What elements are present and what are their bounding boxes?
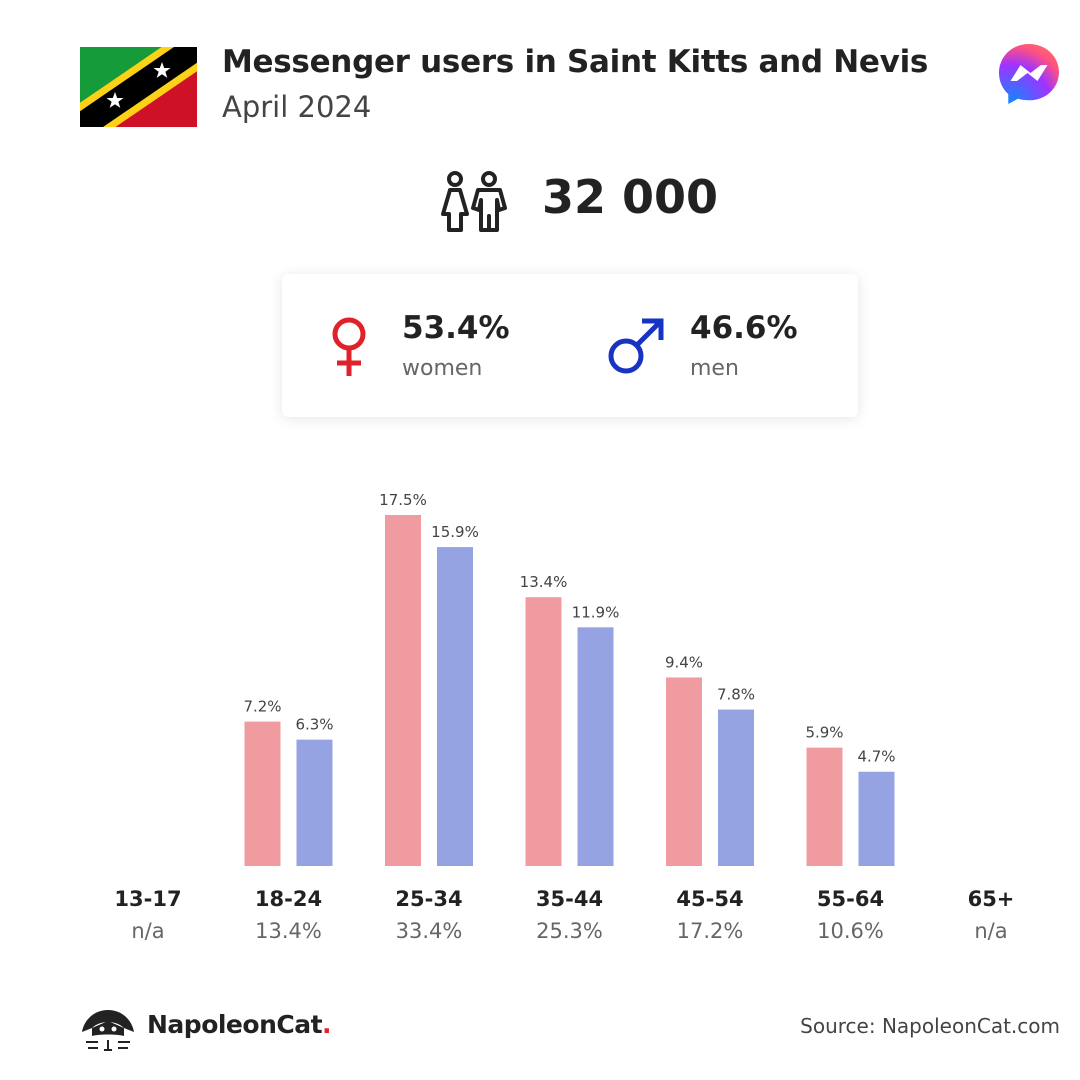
bar-label-women-55-64: 5.9% [805, 724, 843, 742]
age-group-label: 35-44 [536, 887, 603, 911]
age-group-total: n/a [131, 919, 164, 943]
gender-split-card: 53.4% women 46.6% men [282, 274, 858, 417]
bar-label-women-25-34: 17.5% [379, 491, 427, 509]
age-group-total: 10.6% [817, 919, 884, 943]
napoleoncat-logo-icon [82, 1010, 134, 1051]
brand-dot: . [322, 1010, 332, 1039]
male-icon [608, 318, 664, 374]
bar-men-18-24 [296, 739, 333, 866]
age-group-label: 65+ [968, 887, 1015, 911]
age-group-label: 25-34 [395, 887, 462, 911]
bar-label-women-45-54: 9.4% [665, 653, 703, 671]
total-users-value: 32 000 [542, 170, 719, 224]
bar-women-45-54 [666, 677, 702, 866]
bar-label-women-18-24: 7.2% [243, 698, 281, 716]
messenger-logo-icon [999, 44, 1059, 104]
age-group-total: n/a [974, 919, 1007, 943]
bar-women-25-34 [385, 515, 421, 866]
bar-women-18-24 [244, 721, 281, 866]
saint-kitts-and-nevis-flag-icon [80, 47, 197, 127]
bar-label-men-18-24: 6.3% [295, 716, 333, 734]
women-label: women [402, 356, 483, 381]
bar-men-55-64 [858, 771, 895, 866]
bar-men-25-34 [437, 547, 473, 866]
men-label: men [690, 356, 739, 381]
age-group-label: 13-17 [114, 887, 181, 911]
bar-women-35-44 [525, 597, 562, 866]
bar-men-45-54 [718, 709, 754, 866]
age-group-label: 18-24 [255, 887, 322, 911]
bar-men-35-44 [577, 627, 614, 866]
men-percent: 46.6% [690, 310, 798, 346]
page-title: Messenger users in Saint Kitts and Nevis [222, 44, 929, 80]
age-group-total: 25.3% [536, 919, 603, 943]
napoleoncat-brand: NapoleonCat. [147, 1010, 332, 1039]
age-group-label: 55-64 [817, 887, 884, 911]
bar-label-women-35-44: 13.4% [520, 573, 568, 591]
bar-label-men-45-54: 7.8% [717, 686, 755, 704]
age-distribution-chart: 13-17 n/a 7.2% 6.3% 18-24 13.4% 17.5%15.9% 25-3… [114, 491, 1015, 943]
age-group-total: 13.4% [255, 919, 322, 943]
bar-label-men-35-44: 11.9% [572, 603, 620, 621]
people-icon [441, 171, 507, 232]
female-icon [332, 317, 366, 376]
age-group-total: 17.2% [677, 919, 744, 943]
age-group-label: 45-54 [676, 887, 743, 911]
bar-label-men-55-64: 4.7% [857, 748, 895, 766]
bar-women-55-64 [806, 747, 843, 866]
brand-name: NapoleonCat [147, 1010, 323, 1039]
bar-label-men-25-34: 15.9% [431, 523, 479, 541]
source-credit: Source: NapoleonCat.com [800, 1014, 1060, 1038]
women-percent: 53.4% [402, 310, 510, 346]
age-group-total: 33.4% [396, 919, 463, 943]
page-subtitle: April 2024 [222, 90, 372, 124]
